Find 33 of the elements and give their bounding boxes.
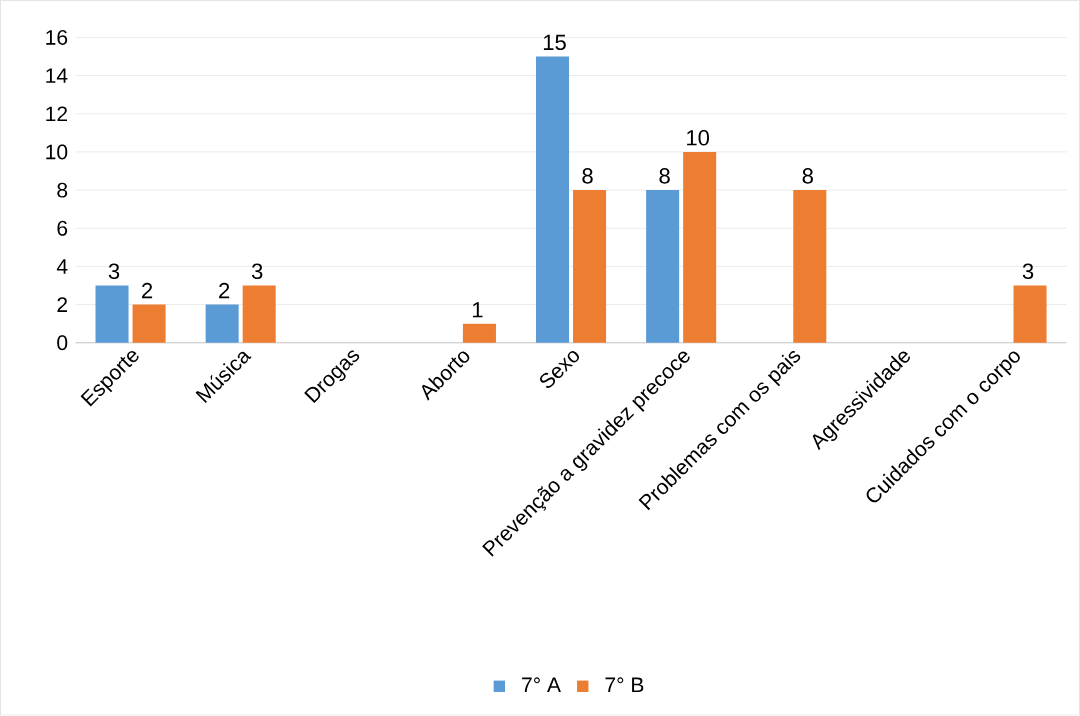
y-tick-label: 16 [46, 30, 68, 46]
y-tick-label: 14 [46, 68, 68, 84]
data-label: 1 [472, 302, 483, 318]
bar [683, 152, 717, 343]
legend-label: 7° A [522, 677, 561, 693]
bar [95, 285, 129, 343]
bar [535, 56, 570, 343]
y-tick-label: 12 [46, 106, 67, 122]
y-tick-label: 10 [46, 144, 68, 160]
bar [462, 323, 496, 343]
bar [646, 190, 680, 343]
data-label: 3 [251, 263, 263, 280]
data-label: 15 [543, 34, 566, 51]
data-label: 3 [1022, 263, 1034, 280]
bar [205, 304, 239, 343]
bar [573, 190, 607, 343]
data-label: 10 [687, 130, 710, 146]
y-tick-label: 4 [56, 259, 68, 274]
data-label: 3 [108, 263, 120, 280]
data-label: 2 [219, 283, 230, 299]
y-tick-label: 0 [57, 335, 68, 351]
data-label: 8 [802, 168, 813, 184]
legend-label: 7° B [605, 677, 644, 693]
y-tick-label: 2 [57, 297, 68, 313]
data-label: 2 [142, 283, 153, 299]
y-tick-label: 6 [57, 221, 68, 236]
bar [132, 304, 166, 343]
bar [1013, 285, 1047, 343]
bar [793, 190, 827, 343]
y-tick-label: 8 [57, 182, 68, 198]
data-label: 8 [659, 168, 670, 184]
data-label: 8 [582, 168, 593, 184]
bar [242, 285, 276, 343]
